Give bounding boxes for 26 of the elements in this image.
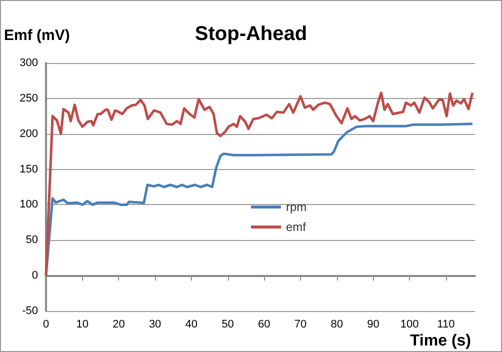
y-tick-label: 300 (20, 57, 38, 69)
x-axis-title: Time (s) (410, 332, 472, 350)
y-tick-label: 0 (32, 270, 38, 282)
x-tick-label: 0 (42, 318, 50, 330)
x-tick-label: 30 (148, 318, 162, 330)
y-tick-label: -50 (22, 305, 38, 317)
x-tick-label: 90 (367, 318, 380, 330)
legend-label: emf (286, 220, 307, 234)
x-tick-label: 20 (112, 318, 125, 330)
line-series (44, 92, 474, 277)
y-tick-label: 150 (20, 163, 38, 176)
y-tick-label: 50 (26, 234, 38, 246)
x-tick-label: 40 (185, 318, 198, 330)
y-tick-label: 250 (20, 92, 38, 104)
x-tick-label: 80 (330, 318, 343, 330)
y-axis-title: Emf (mV) (4, 27, 70, 44)
y-tick-label: 100 (20, 198, 38, 211)
legend-label: rpm (286, 200, 307, 214)
x-tick-label: 100 (400, 318, 419, 330)
y-tick-label: 200 (20, 128, 38, 140)
x-tick-label: 110 (437, 318, 455, 330)
x-tick-label: 50 (222, 318, 234, 330)
chart-title: Stop-Ahead (194, 23, 308, 45)
x-tick-label: 60 (258, 318, 270, 330)
x-tick-label: 70 (294, 318, 307, 330)
x-tick-label: 10 (76, 318, 88, 330)
